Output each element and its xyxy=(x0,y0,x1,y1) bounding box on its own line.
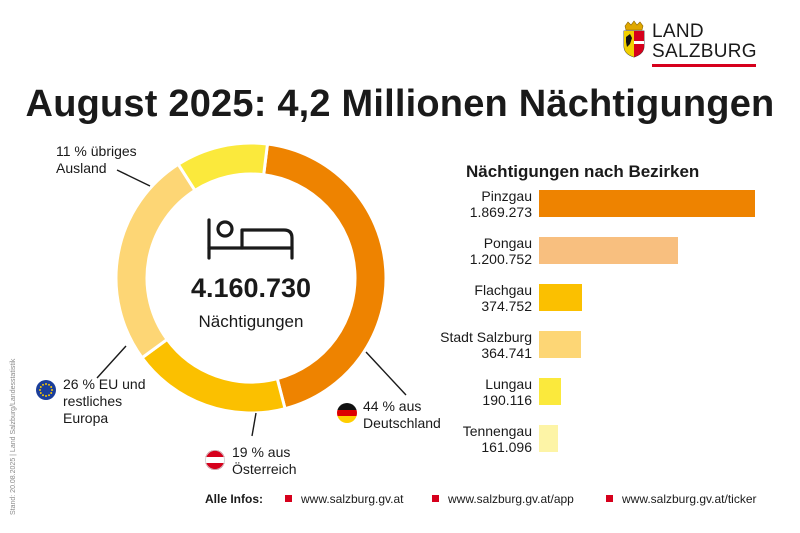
bar-value-label: 1.200.752 xyxy=(469,251,532,267)
slice-label-deutschland: 44 % aus Deutschland xyxy=(363,398,441,432)
bar-value-label: 364.741 xyxy=(481,345,532,361)
bar-category-label: Pongau xyxy=(483,235,532,251)
bar-lungau xyxy=(539,378,561,405)
bar-value-label: 374.752 xyxy=(481,298,532,314)
footer-link-text[interactable]: www.salzburg.gv.at/app xyxy=(448,492,574,506)
logo-line-1: LAND xyxy=(652,21,704,42)
bullet-square-icon xyxy=(606,495,613,502)
slice-label-line: Österreich xyxy=(232,461,297,477)
slice-label-line: Ausland xyxy=(56,160,107,176)
bar-value-label: 190.116 xyxy=(482,392,532,408)
slice-label-eu: 26 % EU und restliches Europa xyxy=(63,376,146,427)
bar-value-label: 161.096 xyxy=(481,439,532,455)
bar-category-label: Stadt Salzburg xyxy=(440,329,532,345)
bar-category-label: Lungau xyxy=(485,376,532,392)
bar-value-label: 1.869.273 xyxy=(469,204,532,220)
bar-pongau xyxy=(539,237,678,264)
bar-category-label: Pinzgau xyxy=(481,188,532,204)
austria-flag-icon xyxy=(205,450,225,470)
slice-label-line: 26 % EU und xyxy=(63,376,146,392)
source-note: Stand: 20.08.2025 | Land Salzburg/Landes… xyxy=(10,358,17,515)
land-salzburg-logo: LAND SALZBURG xyxy=(622,20,762,70)
slice-label-line: 19 % aus xyxy=(232,444,291,460)
footer-link-text[interactable]: www.salzburg.gv.at xyxy=(301,492,404,506)
footer-link-website[interactable]: www.salzburg.gv.at xyxy=(285,492,404,506)
slice-uebriges-ausland xyxy=(176,141,270,193)
bed-icon xyxy=(207,218,294,260)
slice-deutschland xyxy=(262,142,388,411)
logo-line-2: SALZBURG xyxy=(652,41,757,62)
slice-oesterreich xyxy=(139,337,287,415)
total-nights-value: 4.160.730 xyxy=(190,273,312,303)
slice-label-line: Europa xyxy=(63,410,109,426)
bar-flachgau xyxy=(539,284,582,311)
bar-category-label: Tennengau xyxy=(462,423,532,439)
logo-underline xyxy=(652,64,756,67)
page-title: August 2025: 4,2 Millionen Nächtigungen xyxy=(25,83,775,125)
slice-label-uebriges-ausland: 11 % übriges Ausland xyxy=(56,143,137,177)
bullet-square-icon xyxy=(432,495,439,502)
bar-chart-title: Nächtigungen nach Bezirken xyxy=(466,162,700,181)
bar-stadt-salzburg xyxy=(539,331,581,358)
eu-flag-icon xyxy=(36,380,56,400)
bar-category-label: Flachgau xyxy=(474,282,532,298)
leader-line-oesterreich xyxy=(251,412,257,437)
footer-link-text[interactable]: www.salzburg.gv.at/ticker xyxy=(622,492,757,506)
slice-label-line: Deutschland xyxy=(363,415,441,431)
footer-link-app[interactable]: www.salzburg.gv.at/app xyxy=(432,492,574,506)
salzburg-crest-icon xyxy=(623,20,645,58)
slice-label-line: restliches xyxy=(63,393,123,409)
germany-flag-icon xyxy=(337,403,357,423)
footer-label: Alle Infos: xyxy=(205,492,264,506)
slice-label-line: 11 % übriges xyxy=(56,143,137,159)
leader-line-uebriges-ausland xyxy=(116,169,151,187)
total-nights-label: Nächtigungen xyxy=(198,312,304,331)
slice-label-oesterreich: 19 % aus Österreich xyxy=(232,444,297,478)
bar-tennengau xyxy=(539,425,558,452)
bullet-square-icon xyxy=(285,495,292,502)
footer-link-ticker[interactable]: www.salzburg.gv.at/ticker xyxy=(606,492,757,506)
bar-pinzgau xyxy=(539,190,755,217)
leader-line-eu xyxy=(96,345,127,379)
slice-label-line: 44 % aus xyxy=(363,398,422,414)
leader-line-deutschland xyxy=(365,351,407,396)
